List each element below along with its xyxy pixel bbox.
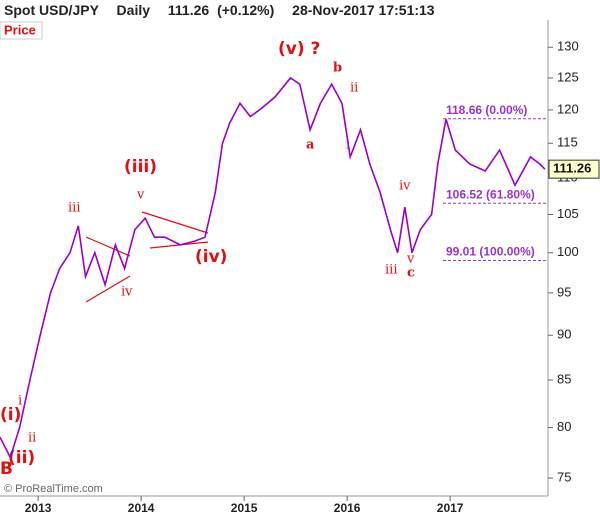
wave-label: ii [350,81,358,96]
wave-label: B [0,459,13,479]
wave-label: (ii) [8,448,35,468]
y-label: Price [4,22,36,37]
x-tick-label: 2016 [334,501,361,515]
change: (+0.12%) [217,2,274,18]
x-tick-label: 2014 [128,501,155,515]
price-line [0,76,546,460]
triangles [85,211,209,303]
fib-label: 106.52 (61.80%) [446,187,535,201]
fib-label: 118.66 (0.00%) [446,103,527,117]
y-tick-label: 75 [557,469,571,484]
wave-label: iv [399,179,411,194]
y-tick-label: 115 [557,135,578,150]
x-tick-label: 2015 [231,501,258,515]
wave-label: v [406,252,415,267]
timeframe: Daily [117,2,151,18]
wave-label: (iv) [195,247,227,267]
wave-label: a [306,138,315,153]
price-label-box [0,21,43,40]
y-tick-label: 90 [557,327,571,342]
wave-label: i [18,394,22,409]
y-tick-label: 95 [557,284,571,299]
last-price-tag [548,159,600,179]
y-tick-label: 85 [557,371,571,386]
y-tick-label: 80 [557,419,571,434]
wave-label: iii [68,201,80,216]
y-tick-label: 130 [557,39,579,54]
chart-title: Spot USD/JPY [4,2,100,18]
y-tick-label: 120 [557,101,579,116]
wave-label: c [407,266,415,281]
wave-label: b [333,61,342,76]
header: Spot USD/JPY Daily 111.26 (+0.12%) 28-No… [4,2,435,18]
timestamp: 28-Nov-2017 17:51:13 [292,2,435,18]
wave-label: (iii) [124,157,157,177]
fib-label: 99.01 (100.00%) [446,245,535,259]
y-tick-label: 100 [557,244,579,259]
wave-label: v [136,188,145,203]
x-tick-label: 2017 [437,501,464,515]
wave-label: iv [121,285,133,300]
wave-label: (v) ? [278,39,320,59]
wave-label: ii [28,431,36,446]
y-tick-label: 105 [557,206,579,221]
last-price-tag-label: 111.26 [553,161,591,176]
source: © ProRealTime.com [4,483,103,495]
last-price: 111.26 [168,2,209,18]
y-tick-label: 125 [557,69,579,84]
wave-label: (i) [0,405,21,425]
x-tick-label: 2013 [25,501,52,515]
wave-label: iii [385,263,397,278]
